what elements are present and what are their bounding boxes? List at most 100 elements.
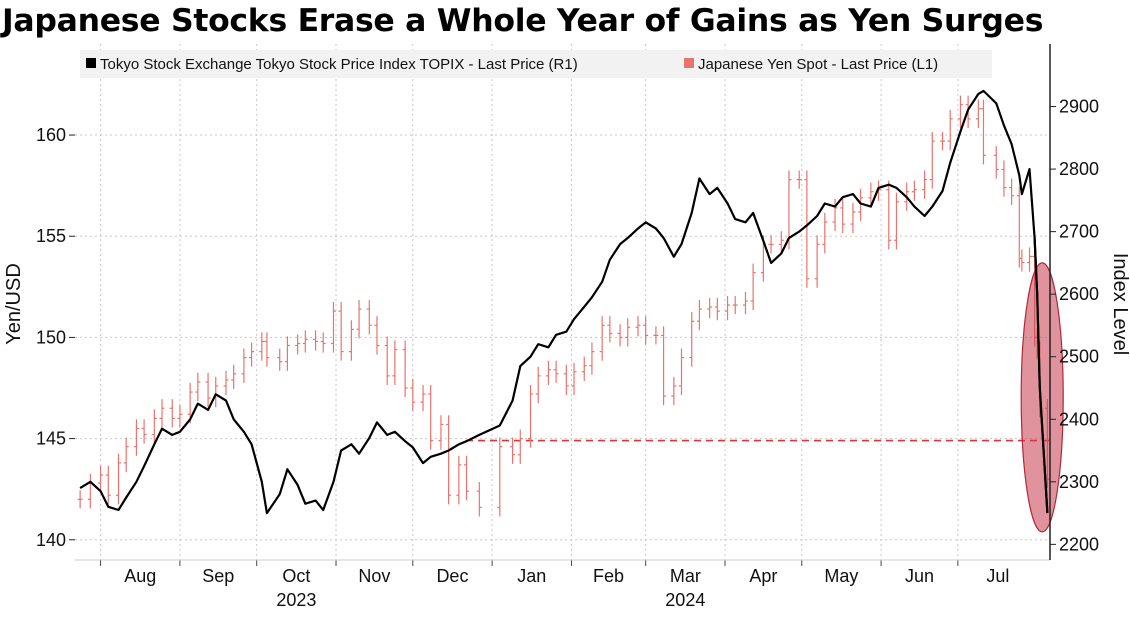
yen-bar — [510, 437, 516, 464]
legend-swatch-yen — [684, 58, 694, 68]
yen-bar — [177, 405, 183, 428]
yen-bar — [607, 316, 613, 343]
yen-bar — [123, 437, 129, 472]
yen-bar — [563, 364, 569, 396]
yen-bar — [868, 182, 874, 207]
yen-bar — [975, 99, 981, 128]
left-axis-title: Yen/USD — [3, 263, 25, 345]
yen-bar — [392, 340, 398, 385]
yen-bar — [223, 370, 229, 396]
yen-bar — [98, 465, 104, 493]
x-tick-label: Aug — [124, 566, 156, 586]
highlight-ellipse — [1020, 262, 1064, 533]
yen-bar — [169, 399, 175, 428]
yen-bar — [822, 212, 828, 254]
yen-bar — [133, 419, 139, 456]
yen-bar — [410, 378, 416, 412]
right-axis-title: Index Level — [1109, 253, 1130, 355]
left-tick-label: 160 — [36, 125, 66, 145]
yen-bar — [497, 437, 503, 517]
yen-bar — [277, 348, 283, 371]
yen-bar — [661, 326, 667, 406]
yen-bar — [929, 132, 935, 189]
topix-series-line-tail — [1033, 237, 1049, 514]
legend-label-yen: Japanese Yen Spot - Last Price (L1) — [698, 56, 938, 73]
yen-bar — [366, 299, 372, 335]
topix-series-layer — [79, 89, 1049, 515]
x-tick-label: Jun — [905, 566, 934, 586]
yen-bar — [707, 297, 713, 319]
topix-series-line — [79, 89, 1049, 515]
yen-bar — [1001, 160, 1007, 197]
x-year-label: 2024 — [665, 590, 705, 610]
yen-bar — [750, 263, 756, 311]
yen-bar — [940, 132, 946, 151]
right-tick-label: 2500 — [1059, 347, 1099, 367]
yen-bar — [302, 330, 308, 353]
yen-bar — [804, 170, 810, 288]
right-tick-label: 2600 — [1059, 284, 1099, 304]
x-year-label: 2023 — [276, 590, 316, 610]
yen-bar — [330, 302, 336, 353]
yen-bar — [778, 231, 784, 254]
grid-layer — [75, 44, 1050, 560]
yen-bar — [476, 482, 482, 517]
yen-bar — [213, 376, 219, 408]
yen-bar — [796, 170, 802, 189]
yen-bar — [993, 146, 999, 179]
yen-bar — [850, 202, 856, 234]
yen-bar — [635, 316, 641, 337]
x-tick-label: Dec — [436, 566, 468, 586]
yen-bar — [456, 455, 462, 505]
yen-bar — [643, 316, 649, 345]
x-tick-label: Feb — [593, 566, 624, 586]
right-tick-label: 2400 — [1059, 409, 1099, 429]
yen-bar — [768, 235, 774, 254]
yen-bar — [105, 465, 111, 505]
yen-bar — [858, 188, 864, 222]
yen-bar — [420, 384, 426, 412]
legend-swatch-topix — [86, 58, 96, 68]
yen-bar — [284, 336, 290, 371]
yen-bar — [264, 332, 270, 367]
yen-bar — [553, 360, 559, 383]
yen-bar — [980, 99, 986, 165]
yen-bar — [313, 330, 319, 351]
yen-bar — [893, 192, 899, 250]
yen-bar — [428, 384, 434, 450]
yen-bar — [320, 332, 326, 353]
right-tick-label: 2200 — [1059, 534, 1099, 554]
yen-bar — [464, 455, 470, 501]
yen-bar — [384, 336, 390, 385]
yen-bar — [696, 299, 702, 331]
yen-series-layer — [77, 95, 1050, 517]
yen-bar — [571, 362, 577, 396]
yen-bar — [581, 356, 587, 381]
yen-bar — [402, 340, 408, 398]
yen-bar — [947, 109, 953, 151]
axes-layer: 140 145 150 155 160 Aug Sep Oct Nov Dec Jan Feb Mar A… — [3, 44, 1130, 610]
x-tick-label: Jan — [517, 566, 546, 586]
yen-bar — [840, 198, 846, 234]
yen-bar — [141, 419, 147, 444]
left-tick-label: 150 — [36, 327, 66, 347]
yen-bar — [678, 348, 684, 396]
x-tick-label: Mar — [670, 566, 701, 586]
yen-bar — [545, 360, 551, 385]
right-tick-label: 2800 — [1059, 159, 1099, 179]
yen-bar — [249, 342, 255, 367]
left-tick-label: 140 — [36, 530, 66, 550]
yen-bar — [922, 170, 928, 199]
yen-bar — [348, 320, 354, 361]
yen-bar — [116, 453, 122, 505]
yen-bar — [1027, 247, 1033, 272]
yen-bar — [77, 490, 83, 509]
yen-bar — [671, 376, 677, 406]
x-tick-label: Apr — [749, 566, 777, 586]
yen-bar — [1016, 186, 1022, 268]
yen-bar — [231, 364, 237, 390]
x-tick-label: May — [824, 566, 858, 586]
yen-bar — [689, 312, 695, 367]
highlight-layer — [1020, 237, 1064, 533]
